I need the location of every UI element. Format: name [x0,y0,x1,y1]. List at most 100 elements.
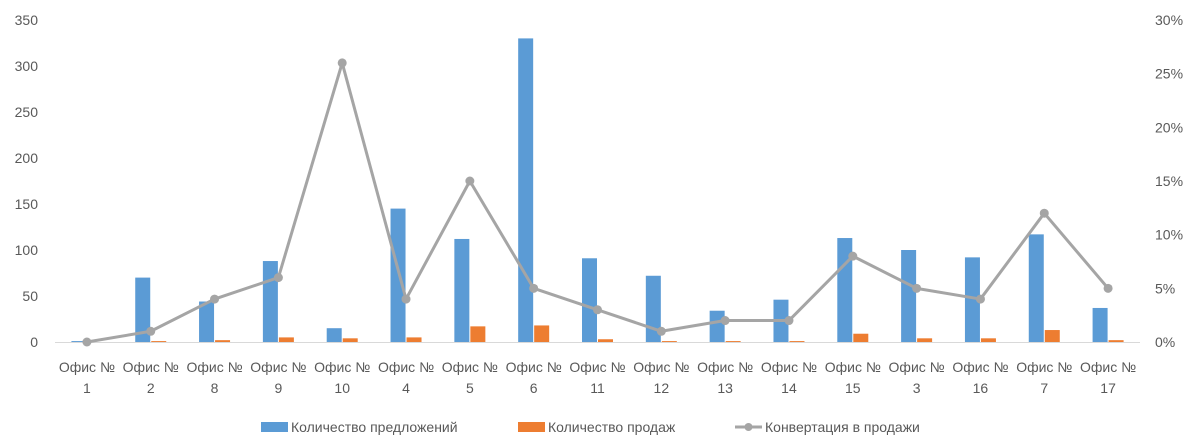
category-label: Офис № [1016,359,1072,375]
offers-bar [199,301,215,342]
right-tick-label: 15% [1155,173,1183,189]
left-tick-label: 300 [15,58,39,74]
category-label: Офис № [569,359,625,375]
category-label: Офис № [506,359,562,375]
conversion-line [82,58,1113,347]
category-number: 2 [147,380,155,396]
conversion-point [210,294,220,304]
conversion-point [401,294,411,304]
right-tick-label: 30% [1155,12,1183,28]
offers-bar [518,38,534,343]
offers-bar [390,208,406,342]
category-number: 8 [211,380,219,396]
offers-bar [454,238,470,342]
conversion-point [337,58,347,68]
conversion-point [273,273,283,283]
legend-label: Количество продаж [548,419,676,435]
category-number: 6 [530,380,538,396]
left-tick-label: 50 [22,288,38,304]
conversion-point [1103,283,1113,293]
category-label: Офис № [633,359,689,375]
category-number: 10 [334,380,350,396]
category-label: Офис № [825,359,881,375]
conversion-point [82,337,92,347]
right-tick-label: 0% [1155,334,1175,350]
left-tick-label: 350 [15,12,39,28]
category-label: Офис № [952,359,1008,375]
left-tick-label: 150 [15,196,39,212]
category-number: 4 [402,380,410,396]
category-label: Офис № [697,359,753,375]
legend-marker [744,423,753,431]
conversion-point [1039,208,1049,218]
legend-label: Конвертация в продажи [765,419,920,435]
category-number: 17 [1100,380,1116,396]
category-label: Офис № [250,359,306,375]
offers-bar [326,328,342,342]
sales-bar [789,341,805,342]
conversion-point [465,176,475,186]
right-tick-label: 25% [1155,66,1183,82]
sales-bar [342,338,358,342]
conversion-point [784,316,794,326]
sales-bar [980,338,996,342]
sales-bar [151,341,167,342]
sales-bar [661,341,677,342]
sales-bar [215,340,231,342]
offers-bar [262,261,278,342]
legend-item: Количество предложений [261,419,458,435]
legend-label: Количество предложений [291,419,458,435]
category-label: Офис № [314,359,370,375]
category-label: Офис № [186,359,242,375]
right-tick-label: 5% [1155,280,1175,296]
category-number: 16 [973,380,989,396]
sales-bar [278,337,294,342]
sales-bar [917,338,933,342]
left-axis-ticks: 0 50 100 150 200 250 300 350 [15,12,39,350]
category-labels: Офис № 1 Офис № 2 Офис № 8 Офис № 9 Офис № 10 Офис… [59,359,1136,396]
offers-bar [582,258,597,342]
category-label: Офис № [442,359,498,375]
offers-bar [837,238,853,342]
category-number: 7 [1040,380,1048,396]
sales-bar [470,326,486,342]
conversion-line-path [86,61,1110,344]
right-tick-label: 20% [1155,119,1183,135]
category-label: Офис № [378,359,434,375]
conversion-point [912,283,922,293]
conversion-point [848,251,858,261]
conversion-point [720,316,730,326]
sales-bar [853,333,869,342]
left-tick-label: 250 [15,104,39,120]
offers-bar [645,275,661,342]
category-number: 14 [781,380,797,396]
category-number: 12 [654,380,670,396]
legend: Количество предложений Количество продаж К… [261,419,920,435]
legend-item: Конвертация в продажи [735,419,920,435]
category-number: 5 [466,380,474,396]
left-tick-label: 0 [30,334,38,350]
sales-bar [406,337,422,342]
sales-bar [725,341,741,342]
offers-bar [135,277,151,342]
category-label: Офис № [123,359,179,375]
left-tick-label: 200 [15,150,39,166]
category-number: 11 [590,380,605,396]
category-number: 1 [83,380,91,396]
category-number: 13 [717,380,733,396]
left-tick-label: 100 [15,242,39,258]
category-label: Офис № [59,359,115,375]
category-label: Офис № [1080,359,1136,375]
right-axis-ticks: 0% 5% 10% 15% 20% 25% 30% [1155,12,1183,350]
offers-bar [709,310,725,342]
category-number: 9 [274,380,282,396]
legend-swatch [518,422,545,432]
offers-bar [964,257,980,342]
offers-bar [1092,307,1108,342]
category-number: 15 [845,380,861,396]
offers-bar [71,341,87,342]
conversion-point [146,326,156,336]
legend-swatch [261,422,288,432]
category-label: Офис № [889,359,945,375]
category-label: Офис № [761,359,817,375]
